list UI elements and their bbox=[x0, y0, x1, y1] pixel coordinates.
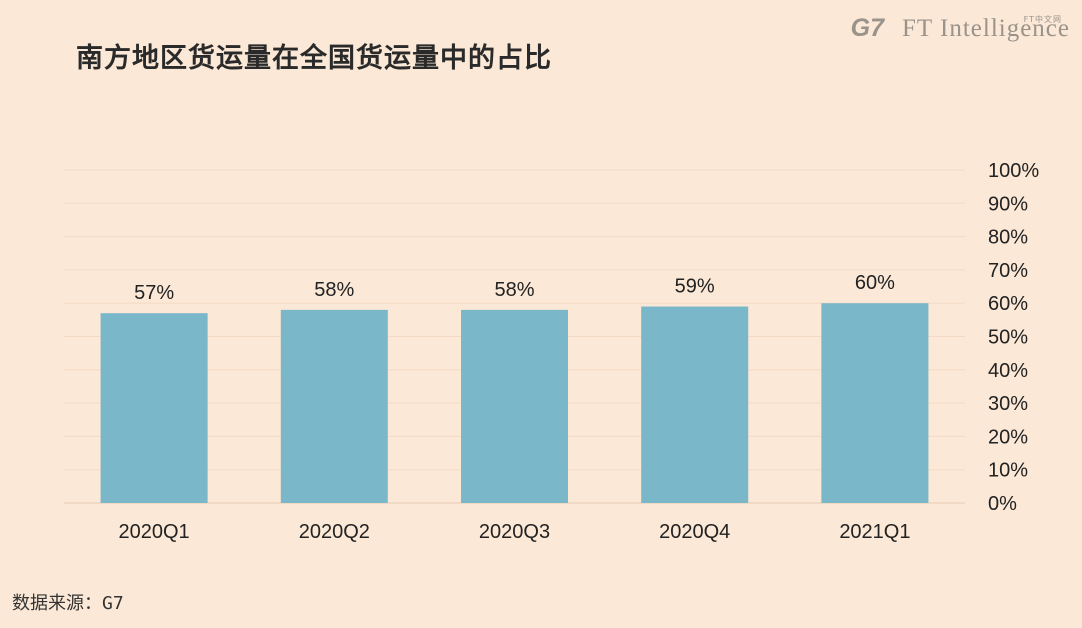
y-tick-label: 60% bbox=[988, 293, 1028, 315]
x-tick-label: 2020Q2 bbox=[299, 521, 370, 543]
y-tick-label: 80% bbox=[988, 227, 1028, 249]
data-label: 57% bbox=[134, 282, 174, 304]
x-tick-label: 2021Q1 bbox=[839, 521, 910, 543]
x-tick-label: 2020Q1 bbox=[119, 521, 190, 543]
y-tick-label: 70% bbox=[988, 260, 1028, 282]
bar bbox=[461, 309, 568, 503]
bar bbox=[280, 309, 388, 503]
x-tick-label: 2020Q4 bbox=[659, 521, 730, 543]
source-note: 数据来源：G7 bbox=[12, 593, 124, 614]
data-label: 58% bbox=[494, 279, 534, 301]
chart-title: 南方地区货运量在全国货运量中的占比 bbox=[76, 43, 552, 74]
ft-intelligence-logo: FT Intelligence bbox=[902, 15, 1070, 42]
data-label: 60% bbox=[855, 272, 895, 294]
y-tick-label: 20% bbox=[988, 426, 1028, 448]
y-tick-label: 0% bbox=[988, 493, 1017, 515]
g7-logo: G7 bbox=[850, 14, 885, 42]
y-tick-label: 100% bbox=[988, 160, 1039, 182]
bar bbox=[821, 303, 929, 503]
bar bbox=[100, 313, 208, 503]
brand-logos: G7 FT Intelligence FT中文网 bbox=[851, 14, 1070, 43]
bar bbox=[641, 306, 749, 503]
y-tick-label: 10% bbox=[988, 460, 1028, 482]
data-label: 58% bbox=[314, 279, 354, 301]
y-tick-label: 90% bbox=[988, 193, 1028, 215]
ft-chinese-logo: FT中文网 bbox=[1023, 15, 1062, 24]
data-label: 59% bbox=[675, 276, 715, 298]
y-tick-label: 30% bbox=[988, 393, 1028, 415]
y-tick-label: 50% bbox=[988, 327, 1028, 349]
y-tick-label: 40% bbox=[988, 360, 1028, 382]
x-tick-label: 2020Q3 bbox=[479, 521, 550, 543]
